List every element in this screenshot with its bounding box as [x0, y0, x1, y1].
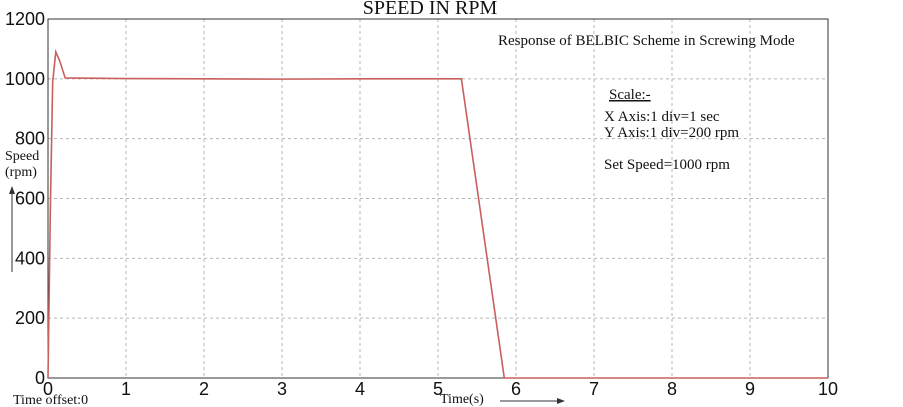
x-axis-arrow: [500, 398, 565, 404]
x-tick-label: 5: [433, 379, 443, 399]
chart-title: SPEED IN RPM: [363, 0, 498, 19]
y-tick-label: 800: [15, 129, 45, 149]
chart-subtitle: Response of BELBIC Scheme in Screwing Mo…: [498, 33, 795, 49]
x-tick-label: 4: [355, 379, 365, 399]
y-axis-ticks: 0 200 400 600 800 1000 1200: [5, 9, 45, 388]
x-tick-label: 0: [43, 379, 53, 399]
x-axis-ticks: 0 1 2 3 4 5 6 7 8 9 10: [43, 379, 838, 399]
x-tick-label: 3: [277, 379, 287, 399]
set-speed-note: Set Speed=1000 rpm: [604, 157, 730, 173]
plot-area-border: [47, 18, 829, 379]
x-tick-label: 10: [818, 379, 838, 399]
scale-x-axis: X Axis:1 div=1 sec: [604, 109, 720, 125]
x-tick-label: 9: [745, 379, 755, 399]
grid-lines: [48, 19, 828, 378]
scale-y-axis: Y Axis:1 div=200 rpm: [604, 125, 739, 141]
x-tick-label: 2: [199, 379, 209, 399]
x-tick-label: 8: [667, 379, 677, 399]
scale-heading: Scale:-: [609, 87, 651, 103]
y-tick-label: 200: [15, 308, 45, 328]
y-axis-arrow: [9, 186, 15, 272]
time-offset-label: Time offset:0: [13, 393, 88, 407]
y-tick-label: 1000: [5, 69, 45, 89]
y-tick-label: 400: [15, 248, 45, 268]
y-tick-label: 600: [15, 189, 45, 209]
y-axis-label-line2: (rpm): [5, 165, 37, 180]
x-tick-label: 1: [121, 379, 131, 399]
x-tick-label: 7: [589, 379, 599, 399]
speed-series-line: [47, 48, 828, 379]
y-tick-label: 0: [35, 368, 45, 388]
y-tick-label: 1200: [5, 9, 45, 29]
x-tick-label: 6: [511, 379, 521, 399]
x-axis-label: Time(s): [440, 392, 484, 407]
y-axis-label-line1: Speed: [5, 149, 39, 164]
